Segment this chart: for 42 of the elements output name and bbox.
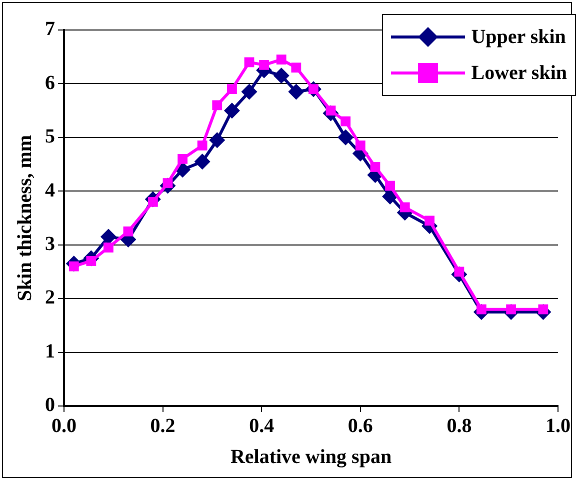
point: [197, 140, 208, 150]
x-tick-label: 0.0: [52, 415, 76, 438]
y-tick-label: 3: [45, 233, 55, 256]
x-tick-label: 0.6: [348, 415, 373, 438]
point: [400, 202, 410, 212]
point: [259, 60, 270, 70]
point: [288, 84, 304, 100]
y-tick-label: 7: [45, 18, 55, 40]
point: [355, 140, 366, 150]
point: [123, 226, 134, 236]
point: [276, 54, 286, 64]
point: [424, 216, 435, 226]
point: [340, 116, 351, 126]
point: [385, 180, 395, 191]
point: [209, 132, 226, 148]
point: [224, 102, 240, 119]
y-tick-label: 2: [45, 286, 55, 309]
legend-label: Lower skin: [471, 62, 567, 84]
x-tick-label: 0.8: [446, 415, 472, 438]
point: [273, 68, 290, 84]
legend-label: Upper skin: [471, 26, 566, 48]
x-axis-title: Relative wing span: [230, 446, 392, 468]
point: [104, 242, 114, 252]
y-axis-title: Skin thickness, mm: [14, 134, 36, 302]
point: [212, 100, 222, 110]
x-tick-label: 1.0: [546, 415, 570, 438]
point: [370, 162, 380, 172]
point: [241, 84, 258, 100]
point: [194, 154, 210, 170]
x-tick-label: 0.4: [249, 415, 274, 438]
point: [338, 129, 354, 146]
point: [178, 154, 188, 164]
y-tick-label: 6: [45, 72, 55, 94]
point: [227, 84, 237, 94]
y-tick-label: 5: [45, 126, 55, 148]
x-tick-label: 0.2: [150, 415, 176, 438]
point: [100, 228, 116, 245]
y-tick-label: 4: [45, 179, 55, 202]
y-tick-label: 0: [45, 394, 55, 416]
point: [291, 62, 302, 73]
point: [244, 57, 254, 68]
y-tick-label: 1: [45, 340, 55, 362]
